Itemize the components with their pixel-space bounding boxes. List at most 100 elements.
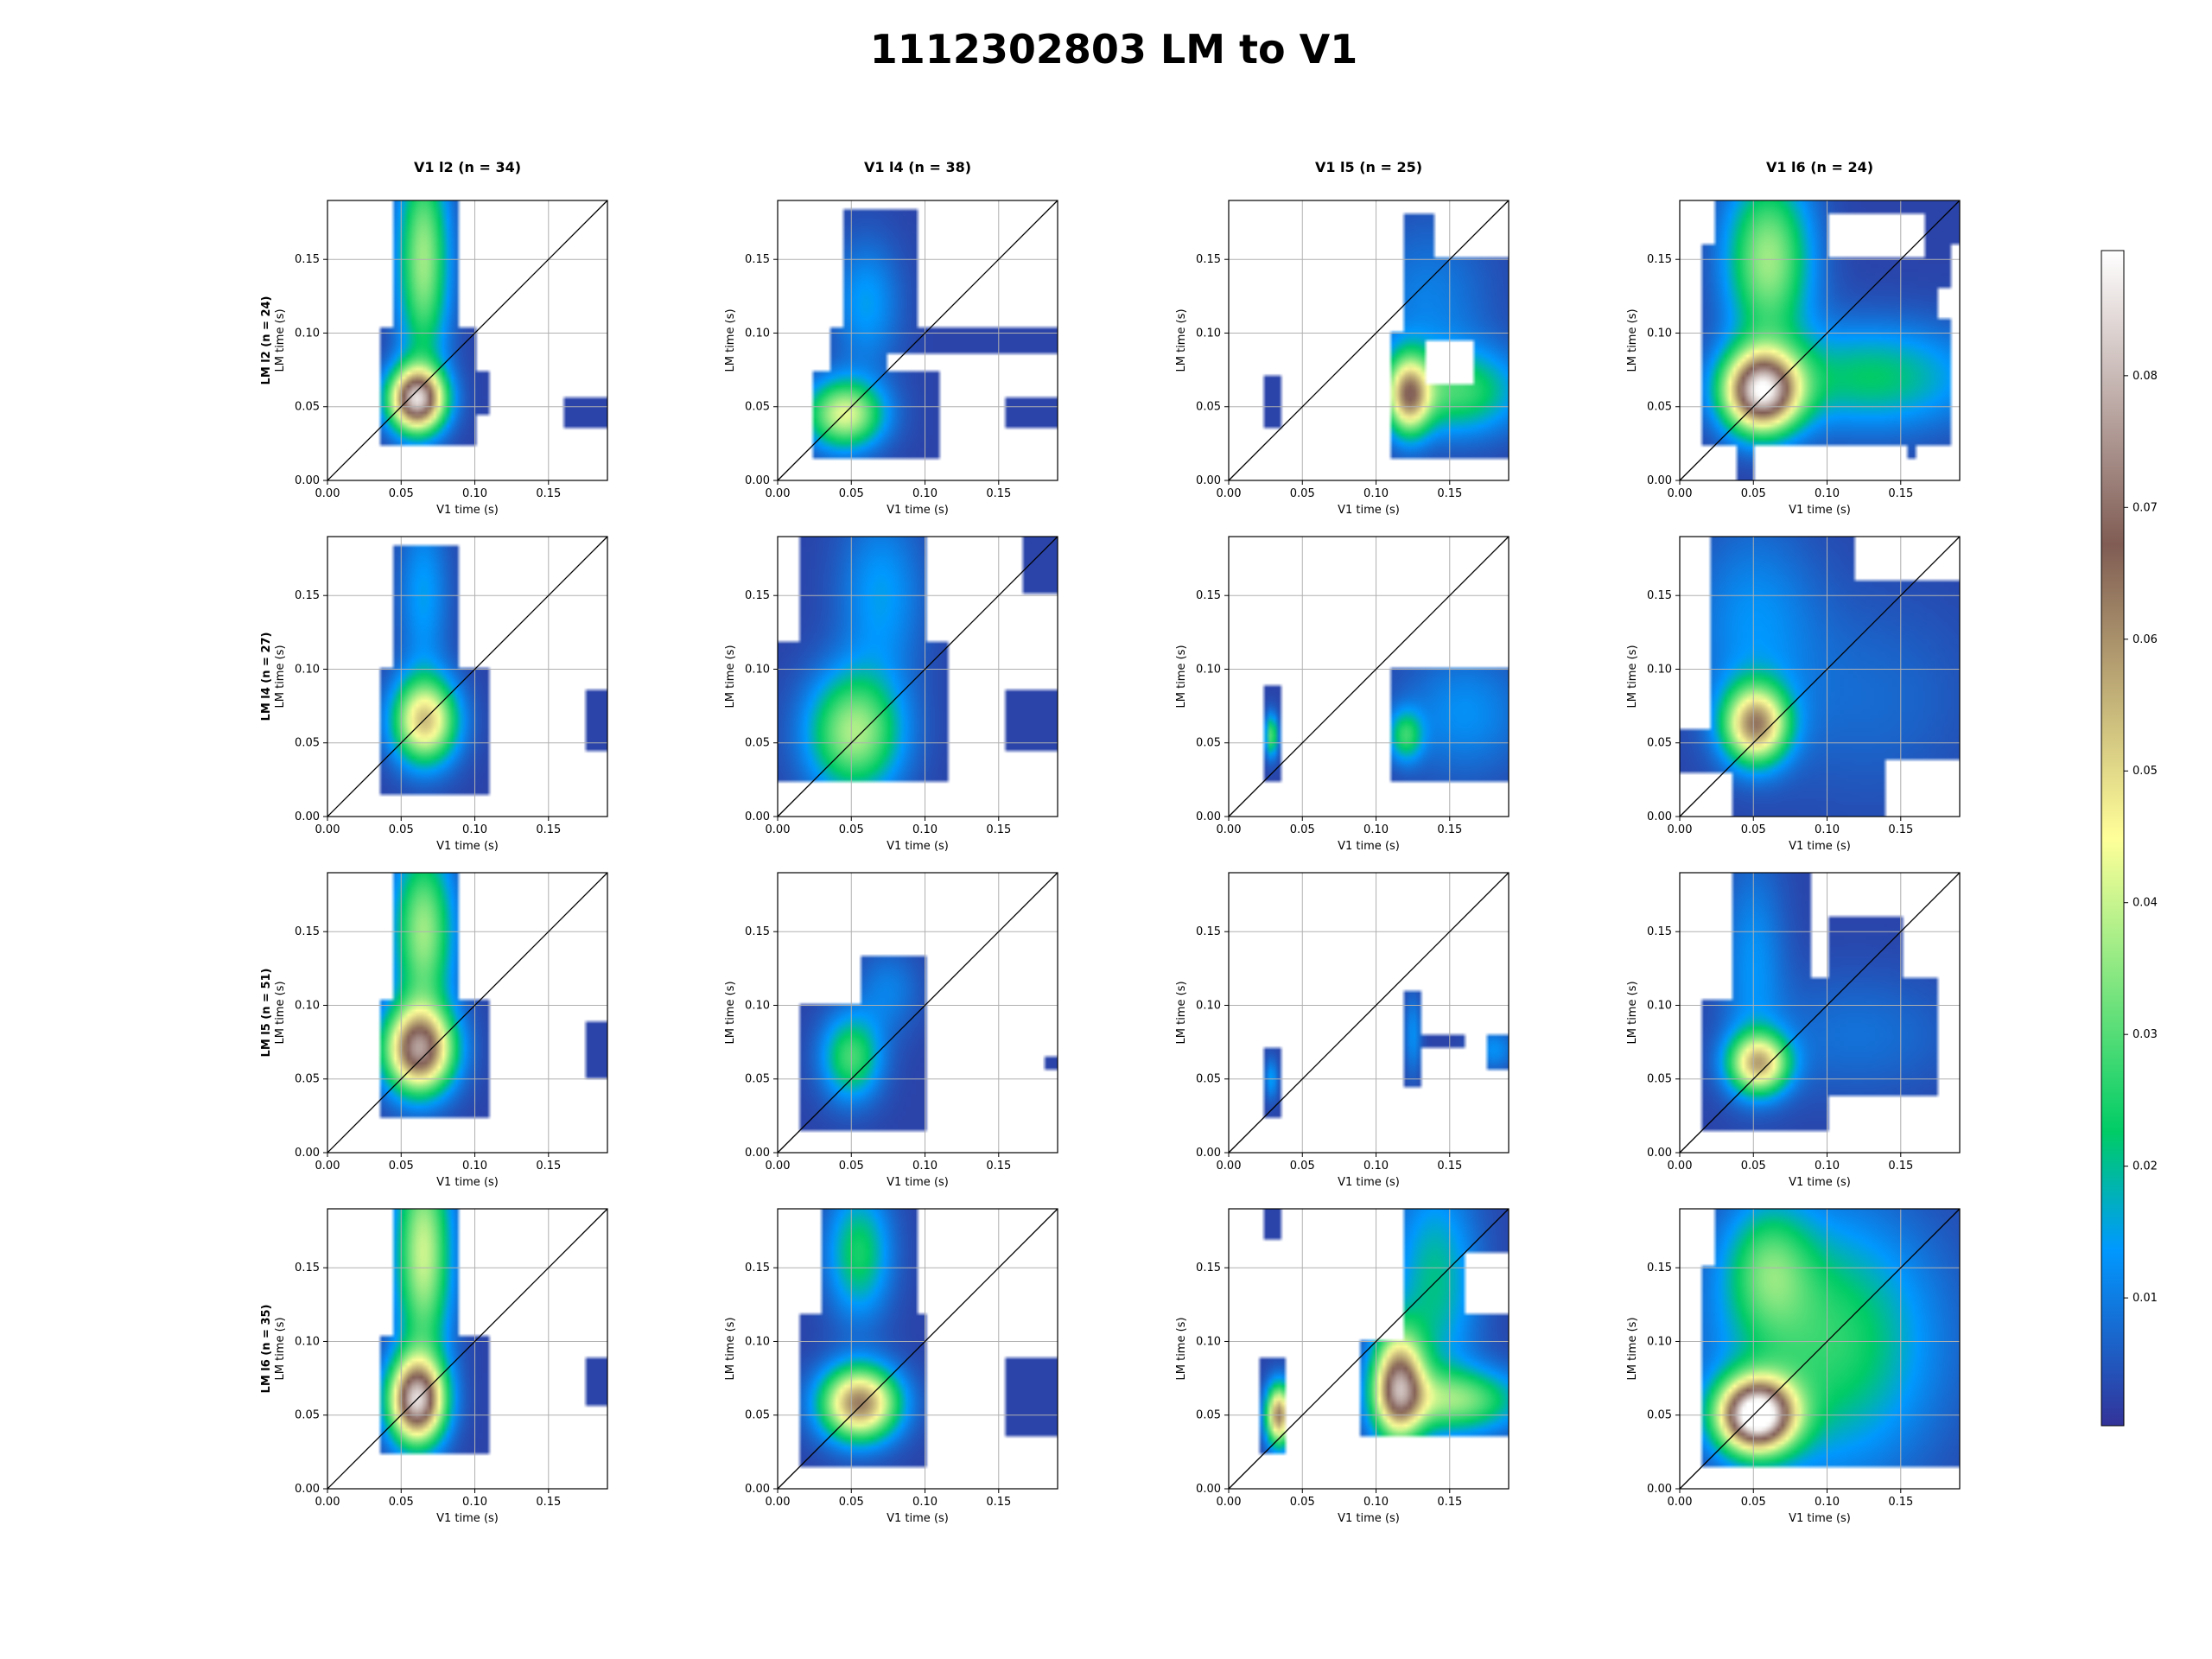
- x-tick-label: 0.10: [462, 1160, 487, 1173]
- y-axis-label: LM time (s): [274, 645, 287, 708]
- x-tick-label: 0.05: [839, 1496, 864, 1509]
- y-axis-label: LM time (s): [274, 1317, 287, 1380]
- y-tick-label: 0.05: [295, 737, 320, 750]
- x-tick-label: 0.00: [315, 1496, 340, 1509]
- y-tick-label: 0.00: [1196, 1483, 1221, 1496]
- y-tick-label: 0.05: [1196, 1073, 1221, 1086]
- axes-frame: [1228, 536, 1510, 817]
- diagonal-line: [327, 200, 608, 481]
- y-tick-label: 0.00: [1647, 474, 1672, 487]
- y-tick-label: 0.15: [295, 1262, 320, 1274]
- axes-frame: [327, 536, 608, 817]
- y-tick-label: 0.10: [295, 1335, 320, 1348]
- panel-r3-c1: 0.00 0.05 0.10 0.15 0.00 0.05 0.10 0.15 V1 time …: [260, 872, 608, 1189]
- column-title: V1 l6 (n = 24): [1766, 159, 1873, 175]
- diagonal-line: [1228, 536, 1510, 817]
- row-label: LM l4 (n = 27): [260, 632, 273, 721]
- column-title: V1 l2 (n = 34): [414, 159, 521, 175]
- x-tick-label: 0.00: [1217, 1160, 1242, 1173]
- y-tick-label: 0.10: [745, 663, 770, 676]
- row-label: LM l6 (n = 35): [260, 1305, 273, 1394]
- diagonal-line: [777, 1208, 1058, 1490]
- y-tick-label: 0.15: [295, 925, 320, 938]
- panel-r4-c4: 0.00 0.05 0.10 0.15 0.00 0.05 0.10 0.15 V1 time …: [1626, 1208, 1961, 1525]
- y-tick-label: 0.15: [745, 1262, 770, 1274]
- x-tick-label: 0.10: [1363, 487, 1389, 500]
- colorbar-gradient: [2101, 251, 2124, 1426]
- axes-frame: [777, 872, 1058, 1154]
- x-axis-label: V1 time (s): [1338, 840, 1400, 853]
- axes-frame: [777, 200, 1058, 481]
- y-tick-label: 0.10: [1196, 327, 1221, 340]
- colorbar-tick-label: 0.01: [2133, 1292, 2158, 1305]
- panel-r2-c2: 0.00 0.05 0.10 0.15 0.00 0.05 0.10 0.15 V1 time …: [724, 536, 1058, 853]
- diagonal-line: [777, 872, 1058, 1154]
- x-tick-label: 0.10: [1815, 1496, 1840, 1509]
- x-tick-label: 0.00: [1668, 487, 1693, 500]
- y-axis-label: LM time (s): [724, 645, 737, 708]
- y-tick-label: 0.00: [1196, 474, 1221, 487]
- colorbar-tick-label: 0.07: [2133, 501, 2158, 514]
- y-tick-label: 0.15: [1196, 253, 1221, 266]
- x-tick-label: 0.10: [1815, 1160, 1840, 1173]
- x-axis-label: V1 time (s): [1789, 840, 1851, 853]
- y-tick-label: 0.10: [1647, 663, 1672, 676]
- x-tick-label: 0.15: [1437, 1496, 1462, 1509]
- panel-r3-c2: 0.00 0.05 0.10 0.15 0.00 0.05 0.10 0.15 V1 time …: [724, 872, 1058, 1189]
- y-tick-label: 0.00: [1196, 810, 1221, 823]
- y-axis-label: LM time (s): [1626, 308, 1639, 372]
- diagonal-line: [1228, 1208, 1510, 1490]
- diagonal-line: [1228, 872, 1510, 1154]
- x-tick-label: 0.10: [462, 823, 487, 836]
- x-tick-label: 0.05: [1741, 823, 1766, 836]
- x-axis-label: V1 time (s): [887, 1176, 949, 1189]
- diagonal-line: [327, 1208, 608, 1490]
- axes-frame: [1679, 1208, 1961, 1490]
- x-tick-label: 0.10: [1815, 823, 1840, 836]
- y-tick-label: 0.10: [1196, 663, 1221, 676]
- x-tick-label: 0.05: [389, 487, 414, 500]
- x-tick-label: 0.15: [536, 487, 561, 500]
- colorbar: 0.01 0.02 0.03 0.04 0.05 0.06 0.07 0.08: [2101, 250, 2158, 1427]
- x-tick-label: 0.15: [1888, 1160, 1913, 1173]
- x-tick-label: 0.10: [1815, 487, 1840, 500]
- axes-frame: [327, 872, 608, 1154]
- x-tick-label: 0.00: [1217, 487, 1242, 500]
- x-tick-label: 0.05: [1290, 1496, 1315, 1509]
- x-tick-label: 0.10: [1363, 1160, 1389, 1173]
- x-axis-label: V1 time (s): [1338, 1176, 1400, 1189]
- y-tick-label: 0.10: [745, 1335, 770, 1348]
- y-tick-label: 0.00: [745, 1147, 770, 1160]
- x-axis-label: V1 time (s): [1338, 504, 1400, 517]
- y-tick-label: 0.05: [745, 1073, 770, 1086]
- x-axis-label: V1 time (s): [887, 1512, 949, 1525]
- y-tick-label: 0.15: [295, 589, 320, 602]
- x-tick-label: 0.00: [766, 1496, 791, 1509]
- x-tick-label: 0.15: [986, 1160, 1011, 1173]
- y-tick-label: 0.05: [1647, 401, 1672, 414]
- x-tick-label: 0.15: [1888, 487, 1913, 500]
- x-tick-label: 0.10: [912, 1496, 938, 1509]
- y-axis-label: LM time (s): [1175, 308, 1188, 372]
- colorbar-tick-label: 0.08: [2133, 370, 2158, 383]
- y-tick-label: 0.10: [295, 663, 320, 676]
- panel-r4-c3: 0.00 0.05 0.10 0.15 0.00 0.05 0.10 0.15 V1 time …: [1175, 1208, 1510, 1525]
- x-axis-label: V1 time (s): [1338, 1512, 1400, 1525]
- colorbar-tick-label: 0.06: [2133, 633, 2158, 646]
- axes-frame: [1679, 872, 1961, 1154]
- diagonal-line: [1679, 536, 1961, 817]
- y-axis-label: LM time (s): [1626, 981, 1639, 1044]
- x-tick-label: 0.00: [1217, 823, 1242, 836]
- panel-r1-c3: 0.00 0.05 0.10 0.15 0.00 0.05 0.10 0.15 V1 time …: [1175, 159, 1510, 517]
- colorbar-tick-label: 0.04: [2133, 897, 2158, 910]
- x-tick-label: 0.15: [536, 1496, 561, 1509]
- y-tick-label: 0.15: [1647, 1262, 1672, 1274]
- x-tick-label: 0.05: [1741, 1160, 1766, 1173]
- y-axis-label: LM time (s): [724, 981, 737, 1044]
- y-tick-label: 0.15: [745, 589, 770, 602]
- y-tick-label: 0.10: [1647, 327, 1672, 340]
- panel-r1-c1: 0.00 0.05 0.10 0.15 0.00 0.05 0.10 0.15 V1 time …: [260, 159, 608, 517]
- y-axis-label: LM time (s): [1175, 981, 1188, 1044]
- colorbar-tick-label: 0.03: [2133, 1028, 2158, 1041]
